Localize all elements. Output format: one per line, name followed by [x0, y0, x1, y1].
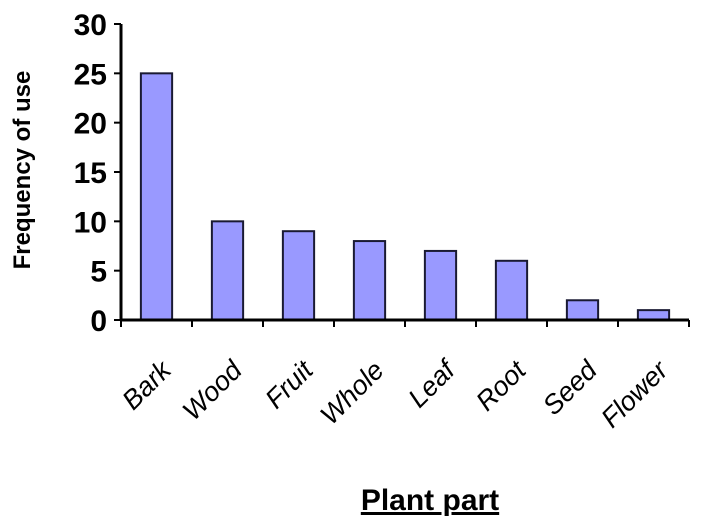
y-tick-label: 15	[74, 157, 107, 190]
x-axis-title: Plant part	[361, 484, 499, 517]
x-tick-label: Seed	[537, 354, 603, 420]
y-tick-label: 5	[90, 256, 107, 289]
y-tick-label: 25	[74, 58, 107, 91]
x-tick-label: Fruit	[259, 354, 319, 414]
x-tick-label: Root	[470, 354, 533, 417]
bars-group	[139, 72, 671, 322]
y-tick-label: 20	[74, 108, 107, 141]
bar-root	[494, 259, 529, 321]
bar-leaf	[423, 249, 458, 321]
y-axis-title: Frequency of use	[9, 71, 36, 270]
x-tick-label: Leaf	[402, 353, 462, 413]
x-tick-label: Wood	[177, 354, 249, 426]
bar-wood	[210, 220, 245, 321]
y-ticks-group: 0 5 10 15 20 25 30	[74, 9, 121, 338]
bar-whole	[352, 240, 387, 321]
x-tick-label: Whole	[314, 355, 389, 430]
x-tick-label: Flower	[595, 354, 674, 433]
bar-seed	[565, 299, 600, 321]
x-tick-label: Bark	[116, 354, 178, 416]
y-tick-label: 0	[90, 305, 107, 338]
y-tick-label: 30	[74, 9, 107, 42]
axes-group	[119, 24, 689, 322]
bar-fruit	[281, 230, 316, 321]
y-tick-label: 10	[74, 206, 107, 239]
bar-bark	[139, 72, 174, 322]
